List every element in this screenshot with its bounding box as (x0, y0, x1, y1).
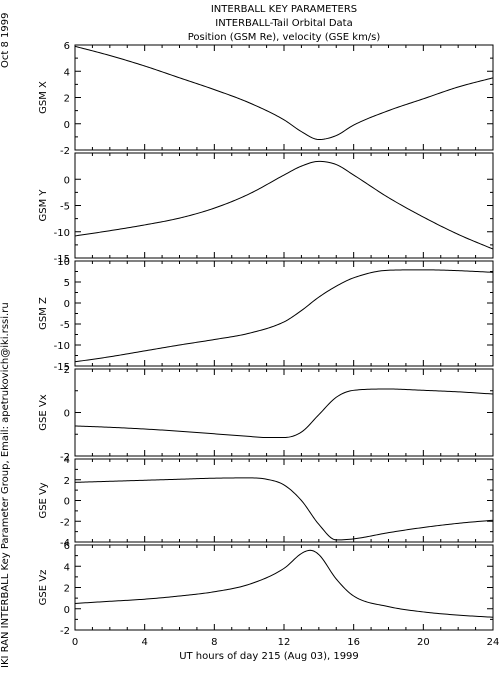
chart-title: INTERBALL KEY PARAMETERS (210, 4, 358, 15)
y-tick-label: 6 (64, 41, 70, 52)
data-series-line (74, 269, 494, 363)
y-tick-label: -2 (60, 146, 70, 157)
panel-frame (74, 152, 494, 259)
y-tick-label: 4 (64, 455, 70, 466)
y-tick-label: 2 (64, 365, 70, 376)
data-series-line (74, 549, 494, 618)
chart-subtitle: INTERBALL-Tail Orbital Data (215, 18, 353, 29)
y-tick-label: 5 (64, 278, 70, 289)
y-tick-label: 2 (64, 94, 70, 105)
y-axis-label: GSE Vx (38, 394, 49, 430)
data-series-line (74, 388, 494, 439)
y-tick-label: -2 (60, 452, 70, 463)
data-series-line (74, 45, 494, 141)
y-tick-label: 6 (64, 541, 70, 552)
y-tick-label: 0 (64, 299, 70, 310)
x-axis-label: UT hours of day 215 (Aug 03), 1999 (179, 651, 359, 662)
y-axis-label: GSM X (38, 81, 49, 114)
y-tick-label: 0 (64, 497, 70, 508)
x-tick-label: 12 (278, 637, 291, 648)
y-tick-label: 10 (57, 257, 70, 268)
x-tick-label: 4 (141, 637, 147, 648)
y-tick-label: 0 (64, 409, 70, 420)
y-tick-label: -15 (54, 362, 70, 373)
y-tick-label: 0 (64, 175, 70, 186)
y-axis-label: GSM Y (38, 189, 49, 222)
panel-frame (74, 368, 494, 457)
y-tick-label: -2 (60, 626, 70, 637)
data-series-line (74, 477, 494, 541)
panel-frame (74, 544, 494, 631)
y-tick-label: 0 (64, 605, 70, 616)
y-tick-label: -10 (54, 228, 70, 239)
y-tick-label: -2 (60, 517, 70, 528)
y-tick-label: -15 (54, 254, 70, 265)
y-tick-label: 4 (64, 67, 70, 78)
y-tick-label: -4 (60, 538, 70, 549)
y-tick-label: -5 (60, 320, 70, 331)
x-tick-label: 20 (417, 637, 430, 648)
y-tick-label: 0 (64, 120, 70, 131)
y-tick-label: 4 (64, 562, 70, 573)
y-tick-label: -5 (60, 202, 70, 213)
y-tick-label: -10 (54, 341, 70, 352)
panel-frame (74, 44, 494, 151)
y-tick-label: 2 (64, 584, 70, 595)
y-axis-label: GSE Vz (38, 570, 49, 606)
x-tick-label: 8 (211, 637, 217, 648)
x-tick-label: 0 (72, 637, 78, 648)
panel-frame (74, 458, 494, 543)
data-series-line (74, 160, 494, 250)
x-tick-label: 16 (347, 637, 360, 648)
y-tick-label: 2 (64, 476, 70, 487)
y-axis-label: GSE Vy (38, 482, 49, 518)
x-tick-label: 24 (487, 637, 500, 648)
y-axis-label: GSM Z (38, 297, 49, 330)
chart-caption: Position (GSM Re), velocity (GSE km/s) (187, 32, 381, 43)
panel-frame (74, 260, 494, 367)
